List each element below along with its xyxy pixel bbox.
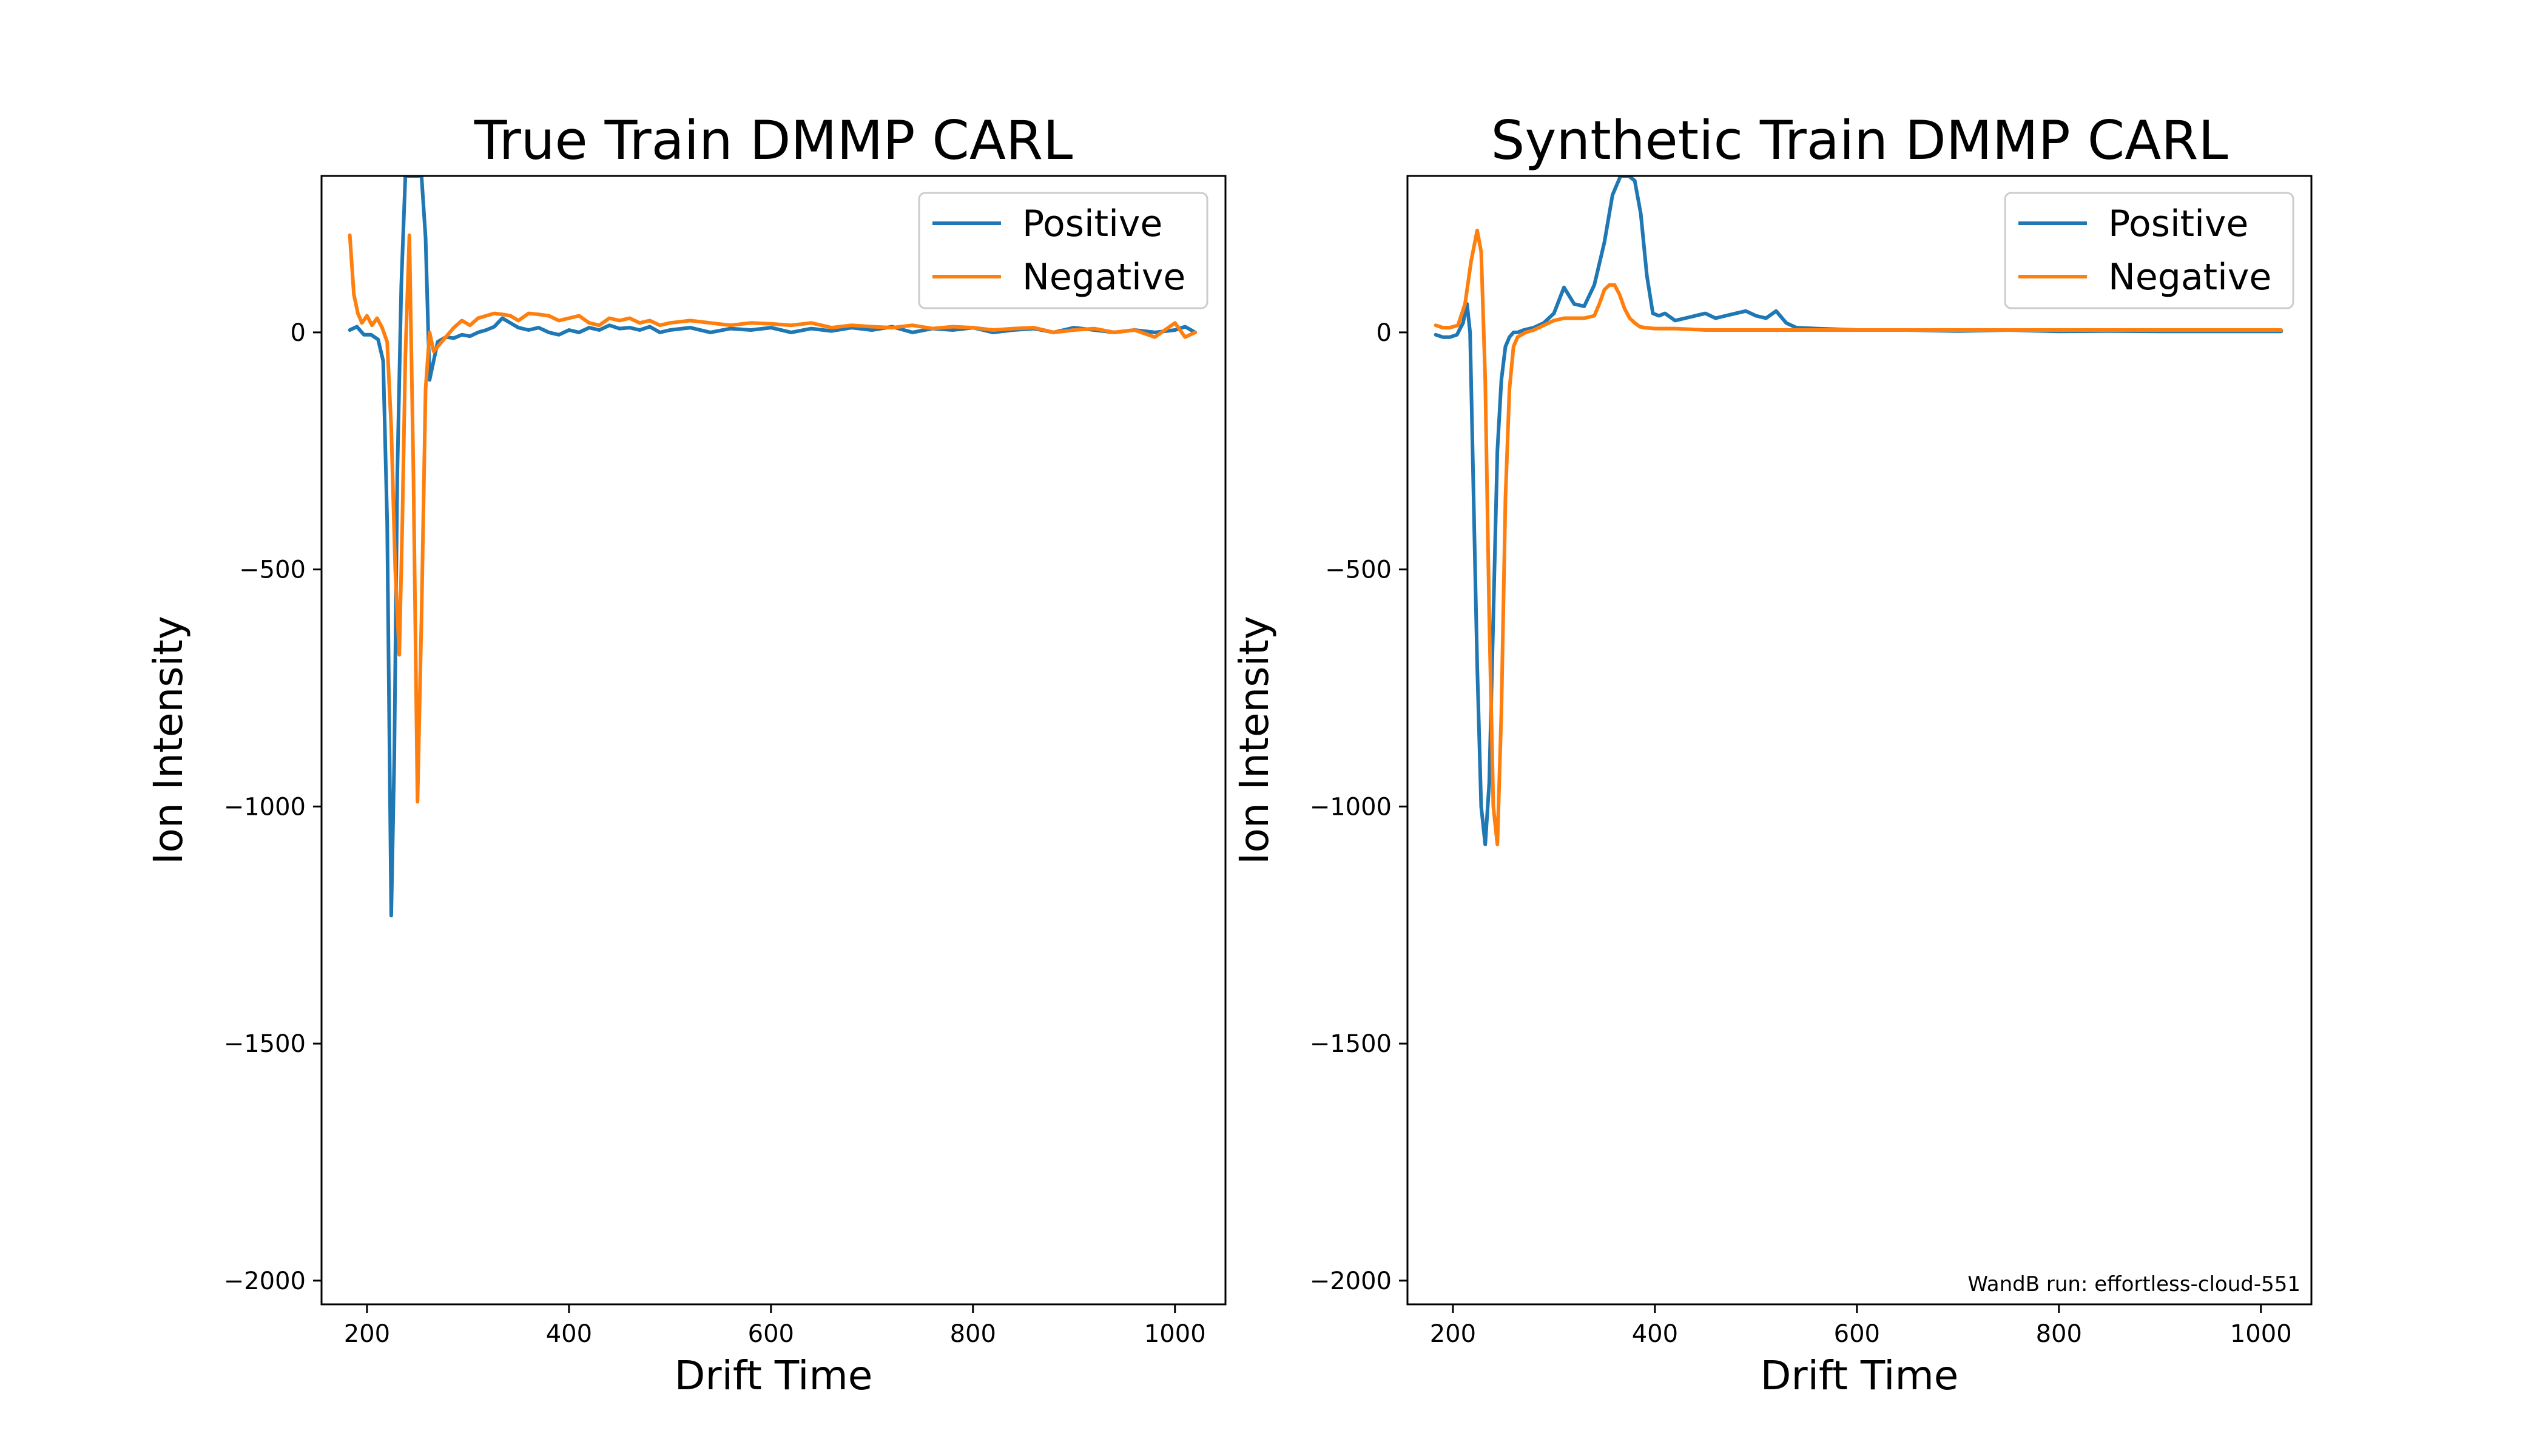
plot-frame: [320, 175, 1227, 1306]
x-tick-label: 600: [1834, 1320, 1880, 1348]
legend: Positive Negative: [2004, 192, 2294, 309]
x-tick-label: 200: [344, 1320, 390, 1348]
x-tick-label: 800: [2036, 1320, 2082, 1348]
x-axis-label: Drift Time: [1761, 1352, 1959, 1399]
y-tick-label: −500: [1325, 556, 1392, 584]
y-tick-label: −1000: [224, 793, 306, 821]
y-tick-label: −500: [239, 556, 306, 584]
legend-label-positive: Positive: [2108, 203, 2248, 245]
x-tick-label: 400: [546, 1320, 592, 1348]
series-line-negative: [348, 233, 1198, 804]
x-tick-label: 1000: [1144, 1320, 1206, 1348]
chart-title: Synthetic Train DMMP CARL: [1491, 109, 2228, 172]
x-tick-label: 800: [950, 1320, 996, 1348]
y-tick-label: 0: [291, 319, 306, 347]
y-tick-label: −1000: [1310, 793, 1392, 821]
series-line-negative: [1434, 228, 2283, 846]
plot-frame: [1406, 175, 2313, 1306]
chart-title: True Train DMMP CARL: [474, 109, 1073, 172]
legend-label-negative: Negative: [1022, 256, 1185, 298]
chart-panel-true-train: 200 400 600 800 1000 0 −500 −1000 −1500 −2000 True…: [145, 109, 1227, 1399]
plot-area: [348, 176, 1198, 918]
y-axis-label: Ion Intensity: [145, 616, 192, 864]
legend-label-negative: Negative: [2108, 256, 2271, 298]
y-tick-label: −1500: [224, 1030, 306, 1058]
y-tick-label: −2000: [224, 1267, 306, 1295]
y-tick-label: 0: [1377, 319, 1392, 347]
legend-label-positive: Positive: [1022, 203, 1162, 245]
plot-area: [1434, 176, 2283, 846]
chart-panel-synthetic-train: 200 400 600 800 1000 0 −500 −1000 −1500 −2000 Synt…: [1231, 109, 2313, 1399]
x-tick-label: 1000: [2230, 1320, 2292, 1348]
x-tick-label: 200: [1430, 1320, 1476, 1348]
y-axis-label: Ion Intensity: [1231, 616, 1278, 864]
x-tick-label: 600: [748, 1320, 794, 1348]
wandb-run-annotation: WandB run: effortless-cloud-551: [1967, 1272, 2300, 1296]
y-tick-label: −2000: [1310, 1267, 1392, 1295]
x-axis-label: Drift Time: [675, 1352, 873, 1399]
legend: Positive Negative: [918, 192, 1208, 309]
y-tick-label: −1500: [1310, 1030, 1392, 1058]
x-tick-label: 400: [1632, 1320, 1678, 1348]
